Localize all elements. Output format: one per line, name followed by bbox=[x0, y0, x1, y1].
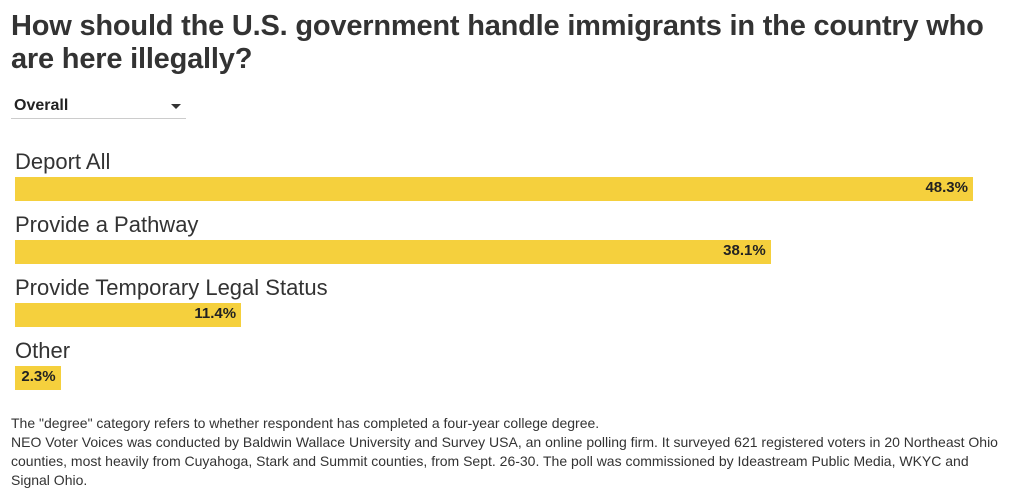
bar-category-label: Deport All bbox=[15, 149, 111, 174]
bar-row: Provide a Pathway 38.1% bbox=[15, 211, 995, 274]
bar-category-label: Provide Temporary Legal Status bbox=[15, 275, 328, 300]
bar-chart: Deport All 48.3% Provide a Pathway 38.1%… bbox=[15, 148, 995, 400]
filter-dropdown[interactable]: Overall bbox=[11, 94, 186, 119]
bar: 48.3% bbox=[15, 177, 973, 201]
bar-row: Deport All 48.3% bbox=[15, 148, 995, 211]
chart-title: How should the U.S. government handle im… bbox=[11, 10, 984, 75]
bar: 38.1% bbox=[15, 240, 771, 264]
filter-dropdown-value: Overall bbox=[14, 97, 69, 114]
bar-category-label: Other bbox=[15, 338, 71, 363]
bar-row: Other 2.3% bbox=[15, 337, 995, 400]
bar-row: Provide Temporary Legal Status 11.4% bbox=[15, 274, 995, 337]
bar-value-label: 11.4% bbox=[194, 305, 237, 322]
bar-value-label: 48.3% bbox=[925, 179, 968, 196]
bar-value-label: 2.3% bbox=[21, 368, 56, 385]
bar: 2.3% bbox=[15, 366, 61, 390]
footnote-methodology: NEO Voter Voices was conducted by Baldwi… bbox=[11, 434, 998, 488]
bar: 11.4% bbox=[15, 303, 242, 327]
chevron-down-icon bbox=[171, 104, 181, 109]
bar-value-label: 38.1% bbox=[723, 242, 766, 259]
bar-category-label: Provide a Pathway bbox=[15, 212, 199, 237]
footnote-degree: The "degree" category refers to whether … bbox=[11, 415, 600, 431]
footnotes: The "degree" category refers to whether … bbox=[11, 414, 1011, 490]
